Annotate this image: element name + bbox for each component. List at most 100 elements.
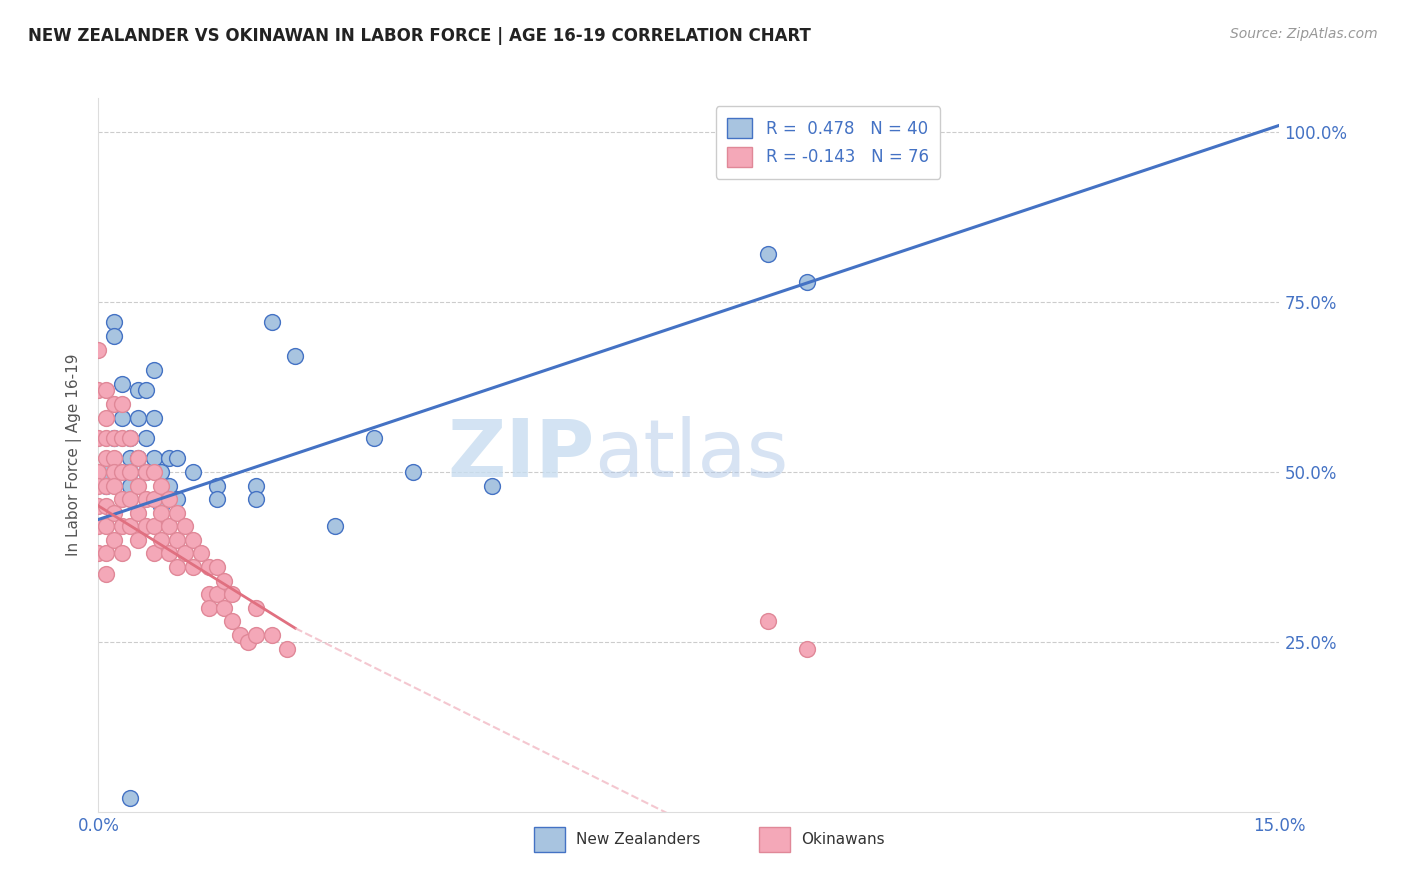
Point [87,384,110,398]
Point [181,533,204,547]
Point [118,465,141,479]
Point [111,431,134,445]
Point [103,315,125,329]
Point [205,492,228,507]
Point [166,492,188,507]
Point [142,546,165,560]
Point [150,499,173,513]
Point [118,519,141,533]
Point [118,492,141,507]
Point [118,431,141,445]
Point [111,397,134,411]
Point [142,519,165,533]
Point [245,492,267,507]
Point [245,600,267,615]
Point [284,350,307,364]
Point [111,465,134,479]
Point [197,587,219,601]
Point [96,384,118,398]
Point [166,533,188,547]
Point [103,431,125,445]
Point [127,451,149,466]
Point [166,506,188,520]
Point [135,384,157,398]
Point [260,628,283,642]
Text: Source: ZipAtlas.com: Source: ZipAtlas.com [1230,27,1378,41]
Point [276,641,298,656]
Point [96,478,118,492]
Point [181,560,204,574]
Point [481,478,503,492]
Point [111,519,134,533]
Point [127,506,149,520]
Point [96,499,118,513]
Point [127,410,149,425]
Point [402,465,425,479]
Point [118,478,141,492]
Text: atlas: atlas [595,416,789,494]
Point [96,431,118,445]
Y-axis label: In Labor Force | Age 16-19: In Labor Force | Age 16-19 [66,353,83,557]
Point [103,451,125,466]
Point [111,410,134,425]
Point [96,546,118,560]
Point [205,587,228,601]
Point [214,574,236,588]
Point [174,519,197,533]
Point [87,431,110,445]
Point [127,478,149,492]
Point [796,275,818,289]
Point [103,478,125,492]
Point [221,615,243,629]
Point [96,478,118,492]
Point [166,451,188,466]
Point [87,546,110,560]
Text: ZIP: ZIP [447,416,595,494]
Point [96,451,118,466]
Point [221,587,243,601]
Point [245,628,267,642]
Point [127,533,149,547]
Point [205,560,228,574]
Point [756,247,779,261]
Point [103,506,125,520]
Point [135,465,157,479]
Point [166,560,188,574]
Point [135,492,157,507]
Point [103,397,125,411]
Point [127,384,149,398]
Point [111,376,134,391]
Point [174,546,197,560]
Point [135,519,157,533]
Point [96,519,118,533]
Point [157,478,180,492]
Text: NEW ZEALANDER VS OKINAWAN IN LABOR FORCE | AGE 16-19 CORRELATION CHART: NEW ZEALANDER VS OKINAWAN IN LABOR FORCE… [28,27,811,45]
Text: New Zealanders: New Zealanders [576,832,700,847]
Point [142,465,165,479]
Point [197,560,219,574]
Point [236,635,259,649]
Point [197,600,219,615]
Point [150,478,173,492]
Point [103,533,125,547]
Point [181,465,204,479]
Point [118,431,141,445]
Point [363,431,385,445]
Point [96,410,118,425]
Point [142,363,165,377]
Point [135,465,157,479]
Point [150,506,173,520]
Point [103,431,125,445]
Point [87,465,110,479]
Point [190,546,212,560]
Point [756,615,779,629]
Point [323,519,346,533]
Point [260,315,283,329]
Point [150,465,173,479]
Point [157,492,180,507]
Point [157,546,180,560]
Point [142,410,165,425]
Point [214,600,236,615]
Text: Okinawans: Okinawans [801,832,884,847]
Legend: R =  0.478   N = 40, R = -0.143   N = 76: R = 0.478 N = 40, R = -0.143 N = 76 [716,106,941,178]
